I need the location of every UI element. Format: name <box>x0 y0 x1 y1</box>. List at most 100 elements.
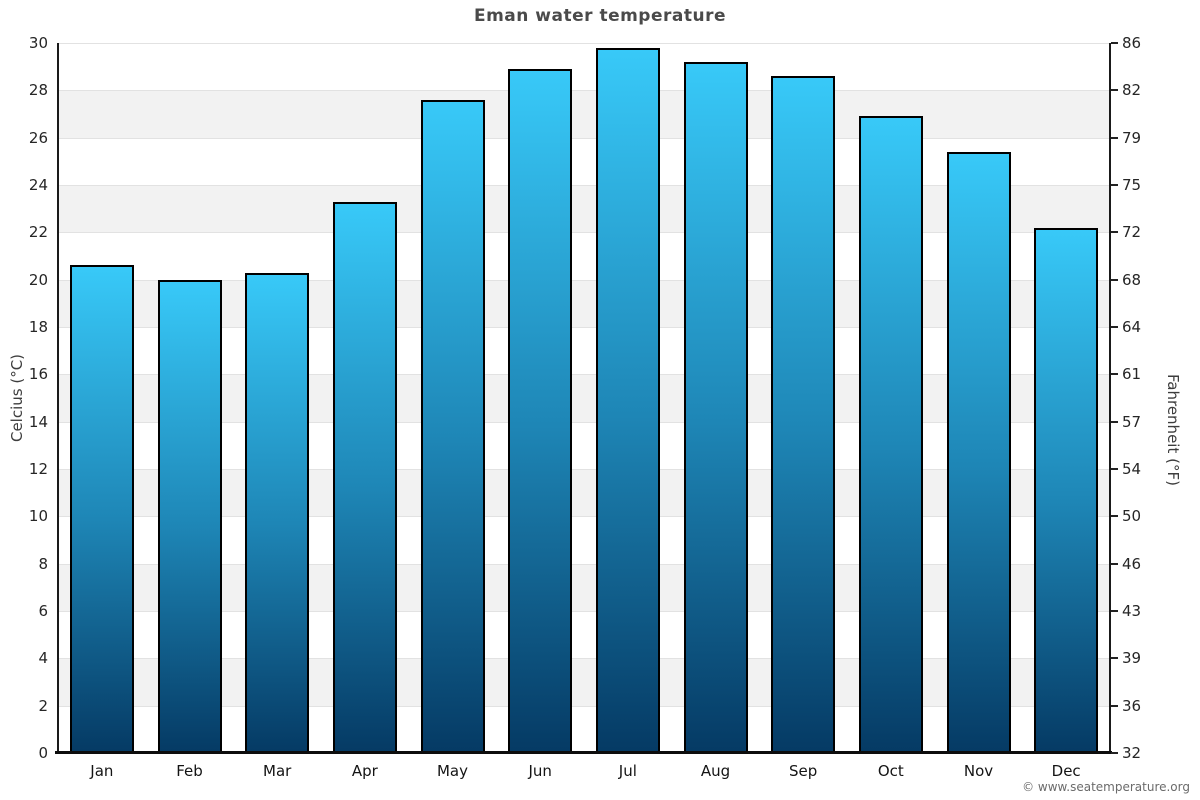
month-label-feb: Feb <box>176 762 203 780</box>
gridline <box>58 516 1110 518</box>
fahrenheit-tick-label: 50 <box>1122 507 1142 526</box>
celsius-tick-label: 24 <box>28 176 48 194</box>
fahrenheit-tick-label: 54 <box>1122 460 1142 478</box>
celsius-tick-label: 4 <box>38 649 48 668</box>
gridline <box>58 469 1110 470</box>
fahrenheit-tick-mark <box>1111 136 1118 139</box>
gridline <box>58 421 1110 423</box>
plot-area <box>58 43 1110 753</box>
gridline <box>58 374 1110 376</box>
gridline <box>58 137 1110 139</box>
fahrenheit-tick-mark <box>1111 42 1118 44</box>
fahrenheit-tick-mark <box>1111 326 1118 328</box>
celsius-tick-label: 2 <box>38 696 48 715</box>
month-label-jan: Jan <box>90 762 114 780</box>
month-label-dec: Dec <box>1051 762 1081 780</box>
fahrenheit-tick-mark <box>1111 420 1118 423</box>
celsius-tick-label: 12 <box>28 460 48 478</box>
gridline <box>58 90 1110 92</box>
fahrenheit-tick-label: 68 <box>1122 270 1142 289</box>
celsius-tick-label: 28 <box>28 81 48 100</box>
gridline <box>58 43 1110 44</box>
bar-feb <box>157 279 222 753</box>
fahrenheit-tick-mark <box>1111 468 1118 470</box>
gridline <box>58 279 1110 281</box>
celsius-tick-label: 20 <box>28 270 48 289</box>
bar-sep <box>771 76 836 753</box>
month-label-jul: Jul <box>618 762 637 780</box>
fahrenheit-tick-label: 61 <box>1122 365 1142 384</box>
month-label-sep: Sep <box>789 762 818 780</box>
celsius-tick-label: 10 <box>28 507 48 526</box>
fahrenheit-tick-mark <box>1111 278 1118 281</box>
gridline <box>58 658 1110 660</box>
bar-may <box>420 99 485 753</box>
fahrenheit-tick-mark <box>1111 657 1118 660</box>
month-label-may: May <box>436 762 469 780</box>
celsius-tick-label: 14 <box>28 412 48 431</box>
month-label-jun: Jun <box>528 762 552 780</box>
fahrenheit-tick-mark <box>1111 515 1118 518</box>
gridline <box>58 705 1110 707</box>
month-label-aug: Aug <box>700 762 731 780</box>
bar-jan <box>69 265 134 753</box>
background-band <box>58 469 1110 517</box>
gridline <box>58 232 1110 234</box>
bar-oct <box>858 116 923 753</box>
celsius-tick-label: 18 <box>28 318 48 336</box>
celsius-tick-label: 8 <box>38 554 48 573</box>
fahrenheit-tick-mark <box>1111 610 1118 612</box>
fahrenheit-tick-label: 64 <box>1122 318 1142 336</box>
fahrenheit-tick-mark <box>1111 231 1118 234</box>
fahrenheit-tick-label: 39 <box>1122 649 1142 668</box>
celsius-tick-label: 6 <box>38 602 48 620</box>
left-axis-spine <box>57 43 59 753</box>
background-band <box>58 563 1110 611</box>
fahrenheit-tick-label: 43 <box>1122 602 1142 620</box>
fahrenheit-tick-label: 82 <box>1122 81 1142 100</box>
copyright-link[interactable]: © www.seatemperature.org <box>1022 780 1190 794</box>
fahrenheit-tick-label: 79 <box>1122 128 1142 147</box>
bar-aug <box>683 61 748 753</box>
fahrenheit-tick-mark <box>1111 752 1118 754</box>
background-band <box>58 279 1110 327</box>
fahrenheit-tick-label: 32 <box>1122 744 1142 762</box>
background-band <box>58 374 1110 422</box>
gridline <box>58 611 1110 612</box>
celsius-tick-label: 0 <box>38 744 48 762</box>
fahrenheit-tick-label: 75 <box>1122 176 1142 194</box>
month-label-nov: Nov <box>963 762 994 780</box>
month-label-mar: Mar <box>263 762 292 780</box>
fahrenheit-tick-label: 57 <box>1122 412 1142 431</box>
background-band <box>58 185 1110 233</box>
bar-apr <box>332 201 397 753</box>
month-label-apr: Apr <box>351 762 378 780</box>
bar-jun <box>508 69 573 753</box>
celsius-tick-label: 26 <box>28 128 48 147</box>
x-axis-line <box>55 751 1112 754</box>
fahrenheit-tick-label: 72 <box>1122 223 1142 242</box>
fahrenheit-tick-label: 46 <box>1122 554 1142 573</box>
fahrenheit-tick-label: 86 <box>1122 34 1142 52</box>
fahrenheit-tick-mark <box>1111 562 1118 565</box>
bar-dec <box>1034 227 1099 753</box>
bar-jul <box>595 47 660 753</box>
bar-mar <box>245 272 310 753</box>
celsius-tick-label: 22 <box>28 223 48 242</box>
chart-title: Eman water temperature <box>473 6 727 26</box>
fahrenheit-tick-label: 36 <box>1122 696 1142 715</box>
bar-nov <box>946 151 1011 753</box>
celsius-tick-label: 16 <box>28 365 48 384</box>
fahrenheit-tick-mark <box>1111 89 1118 92</box>
fahrenheit-tick-mark <box>1111 184 1118 186</box>
background-band <box>58 90 1110 138</box>
gridline <box>58 185 1110 186</box>
celsius-tick-label: 30 <box>28 34 48 52</box>
right-axis-spine <box>1109 43 1111 753</box>
background-band <box>58 658 1110 706</box>
gridline <box>58 563 1110 565</box>
fahrenheit-tick-mark <box>1111 704 1118 707</box>
fahrenheit-tick-mark <box>1111 373 1118 376</box>
gridline <box>58 327 1110 328</box>
